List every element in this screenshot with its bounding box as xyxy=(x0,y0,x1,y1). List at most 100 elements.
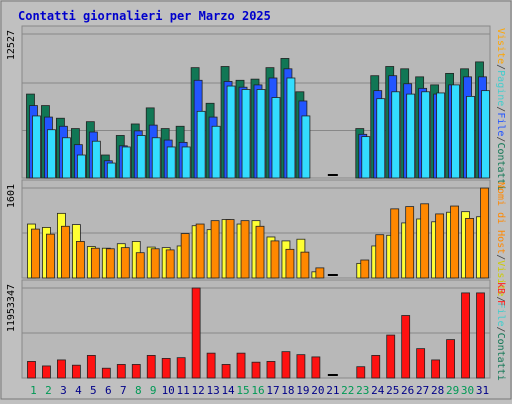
bar-kb-f-day-5 xyxy=(86,355,96,379)
bar-kb-f-day-13 xyxy=(206,352,216,379)
panel-top: 12527 Visite/Pagine/File/Contatti xyxy=(6,25,506,191)
legend-entry: Contatti xyxy=(495,333,506,381)
x-tick-label-day-16: 16 xyxy=(251,384,264,397)
bar-pagine-day-12 xyxy=(196,110,206,179)
bar-pagine-day-13 xyxy=(211,125,221,179)
legend-entry: File xyxy=(495,302,506,326)
bar-pagine-day-14 xyxy=(226,85,236,179)
bar-kb-f-day-30 xyxy=(461,292,470,379)
x-tick-label-day-30: 30 xyxy=(461,384,474,397)
x-tick-label-day-29: 29 xyxy=(446,384,459,397)
series-legend: Nomi di Host/Visite/File/Contatti xyxy=(495,182,506,381)
bar-nomi-di-host-day-12 xyxy=(195,223,205,279)
bar-nomi-di-host-day-20 xyxy=(315,267,325,279)
bar-nomi-di-host-day-7 xyxy=(120,247,130,279)
bar-nomi-di-host-day-23 xyxy=(360,259,370,279)
bar-nomi-di-host-day-17 xyxy=(270,240,280,279)
bar-kb-f-day-31 xyxy=(476,292,485,379)
x-tick-label-day-4: 4 xyxy=(75,384,82,397)
bar-kb-f-day-8 xyxy=(131,364,141,379)
bar-nomi-di-host-day-15 xyxy=(240,220,250,279)
bar-kb-f-day-24 xyxy=(371,355,381,379)
bar-kb-f-day-28 xyxy=(431,359,441,379)
x-tick-label-day-8: 8 xyxy=(135,384,142,397)
bar-pagine-day-26 xyxy=(406,93,416,179)
legend-entry: File xyxy=(495,112,506,136)
bar-kb-f-day-14 xyxy=(221,364,231,379)
x-tick-label-day-17: 17 xyxy=(266,384,279,397)
bar-kb-f-day-18 xyxy=(281,351,291,379)
bar-nomi-di-host-day-2 xyxy=(46,233,55,279)
legend-entry: / xyxy=(495,64,506,70)
bar-kb-f-day-29 xyxy=(446,339,455,379)
x-tick-label-day-9: 9 xyxy=(150,384,157,397)
x-tick-label-day-24: 24 xyxy=(371,384,385,397)
x-tick-label-day-14: 14 xyxy=(221,384,235,397)
bar-kb-f-day-3 xyxy=(57,359,66,379)
bar-kb-f-day-26 xyxy=(401,315,411,379)
bar-pagine-day-9 xyxy=(151,137,161,179)
bar-kb-f-day-9 xyxy=(146,355,156,379)
bar-kb-f-day-16 xyxy=(251,361,261,379)
bar-nomi-di-host-day-8 xyxy=(135,252,145,279)
x-tick-label-day-3: 3 xyxy=(60,384,67,397)
bar-nomi-di-host-day-1 xyxy=(31,228,40,279)
bar-pagine-day-2 xyxy=(47,129,56,179)
x-tick-label-day-2: 2 xyxy=(45,384,52,397)
bar-pagine-day-16 xyxy=(256,89,266,179)
x-tick-label-day-10: 10 xyxy=(162,384,175,397)
legend-entry: Visite xyxy=(495,28,506,64)
legend-entry: Pagine xyxy=(495,70,506,106)
x-axis-day-labels: 1 2 3 4 5 6 7 8 9 10 11 12 13 14 15 16 17 18 19 20 21 22 23 24 2… xyxy=(30,384,489,397)
bar-pagine-day-17 xyxy=(271,97,281,179)
bar-nomi-di-host-day-11 xyxy=(180,233,190,279)
bar-kb-f-day-19 xyxy=(296,354,306,379)
bar-pagine-day-24 xyxy=(376,98,386,179)
bar-nomi-di-host-day-18 xyxy=(285,248,295,279)
bar-pagine-day-1 xyxy=(32,115,41,179)
bar-pagine-day-7 xyxy=(121,146,131,179)
bar-pagine-day-3 xyxy=(62,137,71,179)
legend-entry: Nomi di Host xyxy=(495,182,506,254)
x-tick-label-day-27: 27 xyxy=(416,384,429,397)
x-tick-label-day-12: 12 xyxy=(192,384,205,397)
bar-nomi-di-host-day-6 xyxy=(105,248,115,279)
bar-kb-f-day-27 xyxy=(416,348,426,379)
bar-nomi-di-host-day-3 xyxy=(61,225,70,279)
bar-kb-f-day-20 xyxy=(311,356,321,379)
bar-pagine-day-19 xyxy=(301,115,311,179)
legend-entry: / xyxy=(495,106,506,112)
bar-kb-f-day-17 xyxy=(266,361,276,379)
x-tick-label-day-18: 18 xyxy=(281,384,294,397)
bar-nomi-di-host-day-26 xyxy=(405,206,415,279)
x-tick-label-day-19: 19 xyxy=(296,384,309,397)
bar-kb-f-day-12 xyxy=(191,287,201,379)
legend-entry: / xyxy=(495,254,506,260)
bar-pagine-day-11 xyxy=(181,146,191,179)
series-legend: kB F xyxy=(495,282,506,306)
bar-nomi-di-host-day-19 xyxy=(300,251,310,279)
bar-kb-f-day-15 xyxy=(236,352,246,379)
legend-entry: / xyxy=(495,327,506,333)
x-tick-label-day-6: 6 xyxy=(105,384,112,397)
x-tick-label-day-20: 20 xyxy=(311,384,324,397)
bar-pagine-day-8 xyxy=(136,135,146,179)
bar-nomi-di-host-day-30 xyxy=(465,218,474,279)
bar-nomi-di-host-day-28 xyxy=(435,213,445,279)
bar-nomi-di-host-day-5 xyxy=(90,247,100,279)
chart-title: Contatti giornalieri per Marzo 2025 xyxy=(18,9,271,23)
bar-pagine-day-29 xyxy=(451,84,460,179)
legend-entry: / xyxy=(495,136,506,142)
bar-pagine-day-28 xyxy=(436,92,446,179)
legend-entry: / xyxy=(495,296,506,302)
bar-pagine-day-15 xyxy=(241,89,251,179)
bar-kb-f-day-23 xyxy=(356,366,366,379)
bar-pagine-day-30 xyxy=(466,95,475,179)
x-tick-label-day-7: 7 xyxy=(120,384,127,397)
bar-kb-f-day-25 xyxy=(386,334,396,379)
x-tick-label-day-28: 28 xyxy=(431,384,444,397)
